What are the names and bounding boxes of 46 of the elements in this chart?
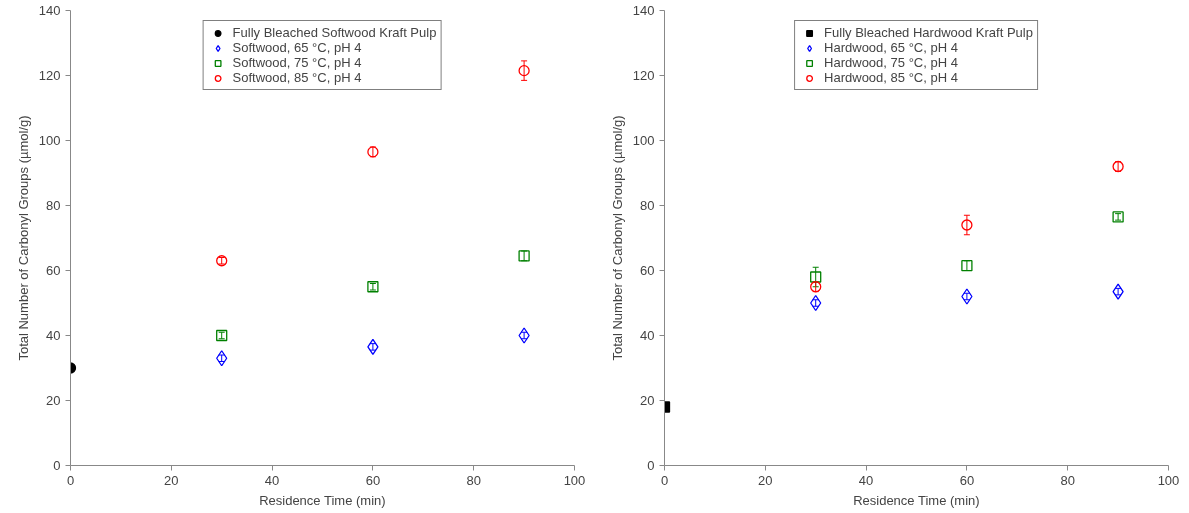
legend-label: Hardwood, 75 °C, pH 4 (824, 55, 958, 70)
y-tick-label: 100 (38, 133, 61, 148)
y-tick-label: 60 (46, 263, 61, 278)
legend-label: Hardwood, 65 °C, pH 4 (824, 40, 958, 55)
point (961, 219, 973, 231)
x-tick-label: 40 (264, 472, 280, 488)
x-tick-label: 100 (1157, 472, 1180, 488)
x-tick-label: 20 (164, 472, 179, 488)
legend-label: Hardwood, 85 °C, pH 4 (824, 70, 958, 85)
point (961, 288, 973, 305)
x-tick-label: 80 (466, 472, 481, 488)
y-tick-label: 140 (632, 3, 655, 18)
point (518, 64, 530, 77)
x-tick-label: 60 (959, 472, 975, 488)
legend-label: Softwood, 65 °C, pH 4 (232, 40, 362, 55)
y-tick-label: 0 (647, 458, 655, 473)
y-tick-label: 40 (640, 328, 655, 343)
x-tick-label: 0 (66, 472, 75, 488)
y-tick-label: 120 (38, 68, 61, 83)
point (1112, 283, 1124, 300)
y-tick-label: 20 (640, 393, 655, 408)
point (518, 327, 530, 344)
y-axis-title: Total Number of Carbonyl Groups (µmol/g) (15, 115, 31, 361)
y-tick-label: 80 (640, 198, 655, 213)
y-tick-label: 140 (38, 3, 61, 18)
y-axis-title: Total Number of Carbonyl Groups (µmol/g) (609, 115, 625, 361)
y-tick-label: 120 (632, 68, 655, 83)
y-tick-label: 40 (46, 328, 61, 343)
legend-label: Softwood, 85 °C, pH 4 (232, 70, 362, 85)
y-tick-label: 100 (632, 133, 655, 148)
x-axis-title: Residence Time (min) (853, 492, 980, 508)
x-tick-label: 100 (563, 472, 586, 488)
x-tick-label: 60 (365, 472, 381, 488)
x-tick-label: 20 (758, 472, 773, 488)
x-axis-title: Residence Time (min) (259, 492, 386, 508)
point (216, 350, 228, 367)
x-tick-label: 80 (1060, 472, 1075, 488)
legend-label: Softwood, 75 °C, pH 4 (232, 55, 362, 70)
y-tick-label: 20 (46, 393, 61, 408)
y-tick-label: 80 (46, 198, 61, 213)
legend-label: Fully Bleached Hardwood Kraft Pulp (824, 25, 1033, 40)
x-tick-label: 0 (660, 472, 669, 488)
x-tick-label: 40 (858, 472, 874, 488)
y-tick-label: 60 (640, 263, 655, 278)
y-tick-label: 0 (53, 458, 61, 473)
legend-label: Fully Bleached Softwood Kraft Pulp (232, 25, 437, 40)
